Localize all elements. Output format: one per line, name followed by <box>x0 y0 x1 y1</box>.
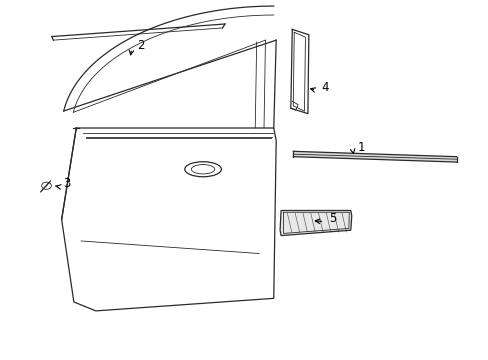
Polygon shape <box>280 211 351 235</box>
Text: 3: 3 <box>63 177 71 190</box>
Text: 4: 4 <box>321 81 328 94</box>
Polygon shape <box>293 151 456 162</box>
Text: 2: 2 <box>137 39 144 52</box>
Text: 5: 5 <box>329 212 336 225</box>
Text: 1: 1 <box>357 140 365 153</box>
